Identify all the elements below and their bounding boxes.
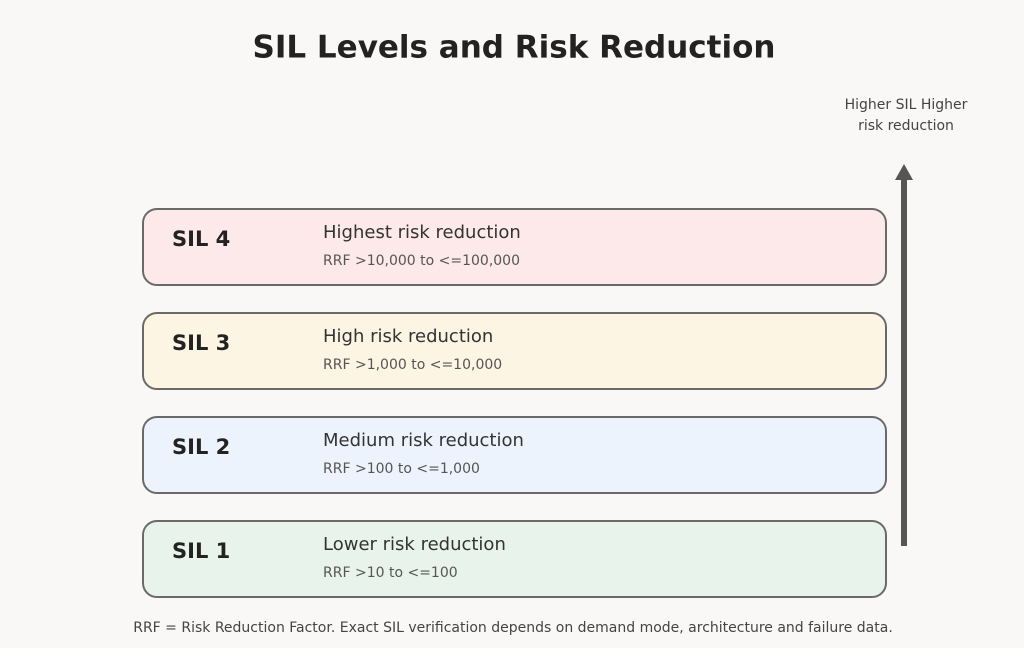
title: SIL Levels and Risk Reduction [253, 30, 776, 66]
level-range: RRF >10,000 to <=100,000 [323, 253, 520, 269]
level-label: SIL 1 [172, 539, 230, 563]
level-label: SIL 4 [172, 227, 230, 251]
level-box [142, 520, 887, 598]
levels: SIL 4 Highest risk reduction RRF >10,000 t… [142, 208, 887, 598]
footnote: RRF = Risk Reduction Factor. Exact SIL v… [133, 620, 893, 636]
arrow-head [895, 164, 913, 180]
level-label: SIL 2 [172, 435, 230, 459]
level-description: Highest risk reduction [323, 222, 521, 243]
level-range: RRF >10 to <=100 [323, 565, 458, 581]
level-description: Medium risk reduction [323, 430, 524, 451]
level-box [142, 312, 887, 390]
level-description: High risk reduction [323, 326, 493, 347]
level-box [142, 208, 887, 286]
level-range: RRF >100 to <=1,000 [323, 461, 480, 477]
arrow-label: Higher SIL Higher [845, 97, 968, 113]
arrow-label: risk reduction [858, 118, 954, 134]
level-description: Lower risk reduction [323, 534, 506, 555]
level-box [142, 416, 887, 494]
level-range: RRF >1,000 to <=10,000 [323, 357, 502, 373]
level-label: SIL 3 [172, 331, 230, 355]
